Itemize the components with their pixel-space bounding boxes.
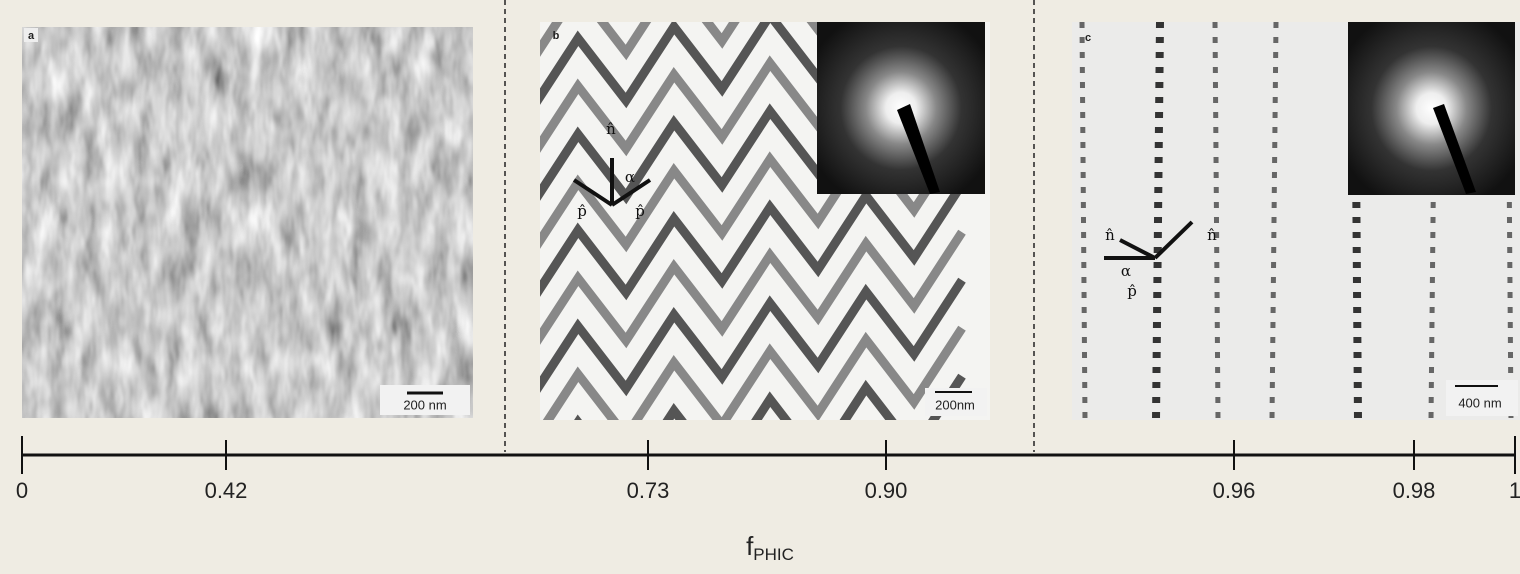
panel-label: c (1085, 32, 1091, 44)
axis-subscript: PHIC (753, 545, 794, 564)
panel-label: a (28, 30, 35, 42)
figure: a 200 nm b n̂ α p̂ p̂ 200nm c n̂ n̂ α p̂… (0, 0, 1520, 574)
tick-label: 0.90 (865, 478, 908, 503)
scale-bar-label: 400 nm (1458, 395, 1501, 410)
annotation: n̂ (1207, 226, 1217, 244)
annotation: n̂ (1105, 226, 1115, 244)
axis-label: fPHIC (746, 531, 794, 565)
tick-label: 0.73 (627, 478, 670, 503)
lamella (530, 0, 962, 16)
annotation: p̂ (1127, 282, 1137, 300)
annotation: α (1121, 262, 1131, 280)
diffraction-inset (817, 22, 985, 194)
tick-label: 1 (1509, 478, 1520, 503)
annotation: p̂ (635, 202, 645, 220)
annotation: p̂ (577, 202, 587, 220)
scale-bar-label: 200nm (935, 397, 975, 412)
panel-label: b (553, 30, 560, 42)
tick-label: 0 (16, 478, 28, 503)
micrograph-a (22, 27, 473, 418)
diffraction-inset (1348, 22, 1515, 195)
annotation: α (625, 168, 635, 186)
scale-bar-label: 200 nm (403, 397, 446, 412)
tick-label: 0.42 (205, 478, 248, 503)
annotation: n̂ (606, 120, 616, 138)
tick-label: 0.96 (1213, 478, 1256, 503)
tick-label: 0.98 (1393, 478, 1436, 503)
